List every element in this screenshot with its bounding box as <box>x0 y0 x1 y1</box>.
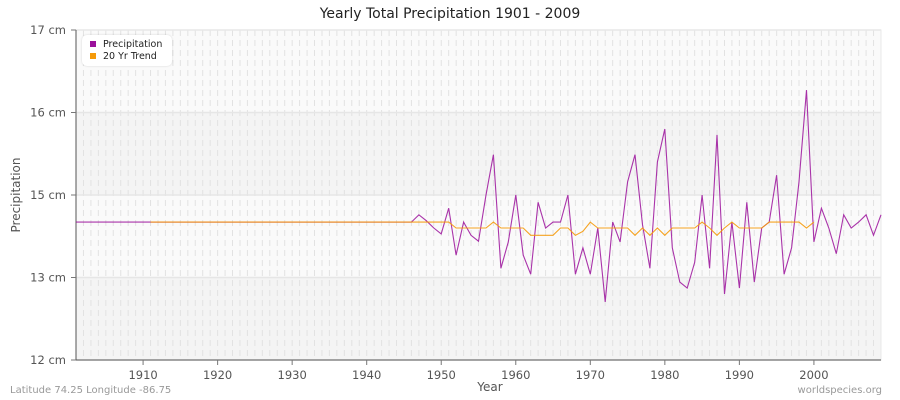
y-tick-label: 13 cm <box>30 271 66 285</box>
y-tick-label: 12 cm <box>30 353 66 367</box>
x-tick-label: 1910 <box>128 368 157 382</box>
chart-legend: Precipitation 20 Yr Trend <box>82 35 173 66</box>
x-tick-label: 2000 <box>799 368 828 382</box>
legend-swatch-precipitation <box>90 41 96 47</box>
chart-title: Yearly Total Precipitation 1901 - 2009 <box>319 6 581 22</box>
plot-band <box>76 277 881 360</box>
y-tick-label: 17 cm <box>30 23 66 37</box>
legend-swatch-trend <box>90 53 96 59</box>
x-axis-title: Year <box>476 380 502 394</box>
legend-label-precipitation: Precipitation <box>103 38 163 50</box>
source-caption: worldspecies.org <box>797 385 882 396</box>
x-tick-label: 1920 <box>203 368 232 382</box>
x-tick-label: 1930 <box>278 368 307 382</box>
trend-line <box>150 221 815 237</box>
location-caption: Latitude 74.25 Longitude -86.75 <box>10 385 172 396</box>
x-tick-label: 1970 <box>576 368 605 382</box>
y-tick-label: 16 cm <box>30 106 66 120</box>
x-tick-label: 1960 <box>501 368 530 382</box>
legend-label-trend: 20 Yr Trend <box>103 50 157 62</box>
x-tick-label: 1940 <box>352 368 381 382</box>
x-tick-label: 1980 <box>650 368 679 382</box>
y-tick-label: 15 cm <box>30 188 66 202</box>
legend-item-trend: 20 Yr Trend <box>90 50 162 62</box>
x-tick-label: 1950 <box>427 368 456 382</box>
x-tick-label: 1990 <box>725 368 754 382</box>
y-axis-title: Precipitation <box>9 157 23 232</box>
legend-item-precipitation: Precipitation <box>90 38 162 50</box>
